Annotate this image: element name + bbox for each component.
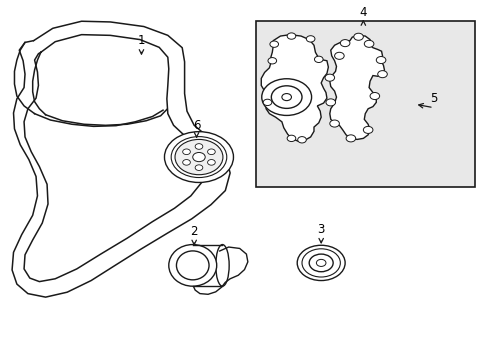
Circle shape — [325, 74, 334, 81]
Ellipse shape — [168, 244, 216, 286]
Circle shape — [329, 120, 339, 127]
Circle shape — [369, 93, 379, 100]
Circle shape — [305, 36, 314, 42]
Circle shape — [164, 132, 233, 183]
Circle shape — [334, 52, 344, 59]
Circle shape — [297, 136, 305, 143]
Circle shape — [175, 139, 223, 175]
Polygon shape — [261, 35, 328, 141]
Text: 3: 3 — [317, 223, 324, 236]
Circle shape — [271, 86, 302, 108]
Polygon shape — [329, 35, 384, 139]
Circle shape — [363, 126, 372, 134]
Circle shape — [302, 249, 340, 277]
Circle shape — [192, 153, 205, 162]
Circle shape — [281, 94, 291, 101]
Circle shape — [325, 99, 335, 106]
Circle shape — [195, 144, 203, 149]
Circle shape — [263, 99, 271, 105]
Circle shape — [269, 41, 278, 48]
Circle shape — [377, 71, 386, 78]
Circle shape — [297, 245, 345, 280]
Circle shape — [261, 79, 311, 116]
Circle shape — [364, 40, 373, 48]
Text: 5: 5 — [429, 93, 437, 105]
Bar — [256, 21, 473, 187]
Circle shape — [207, 159, 215, 165]
Circle shape — [340, 40, 349, 47]
Circle shape — [314, 56, 323, 63]
Circle shape — [376, 57, 385, 64]
Text: 1: 1 — [138, 34, 145, 47]
Circle shape — [286, 135, 295, 141]
Ellipse shape — [215, 244, 229, 286]
Circle shape — [267, 58, 276, 64]
Circle shape — [353, 33, 363, 40]
Text: 2: 2 — [190, 225, 198, 238]
Ellipse shape — [176, 251, 208, 280]
Circle shape — [183, 149, 190, 154]
Text: 4: 4 — [359, 6, 366, 19]
Text: 6: 6 — [192, 119, 200, 132]
Circle shape — [346, 135, 355, 142]
Circle shape — [183, 159, 190, 165]
Circle shape — [286, 33, 295, 39]
Circle shape — [195, 165, 203, 171]
Circle shape — [316, 259, 325, 266]
Circle shape — [171, 136, 226, 177]
Circle shape — [207, 149, 215, 154]
Circle shape — [308, 254, 332, 272]
